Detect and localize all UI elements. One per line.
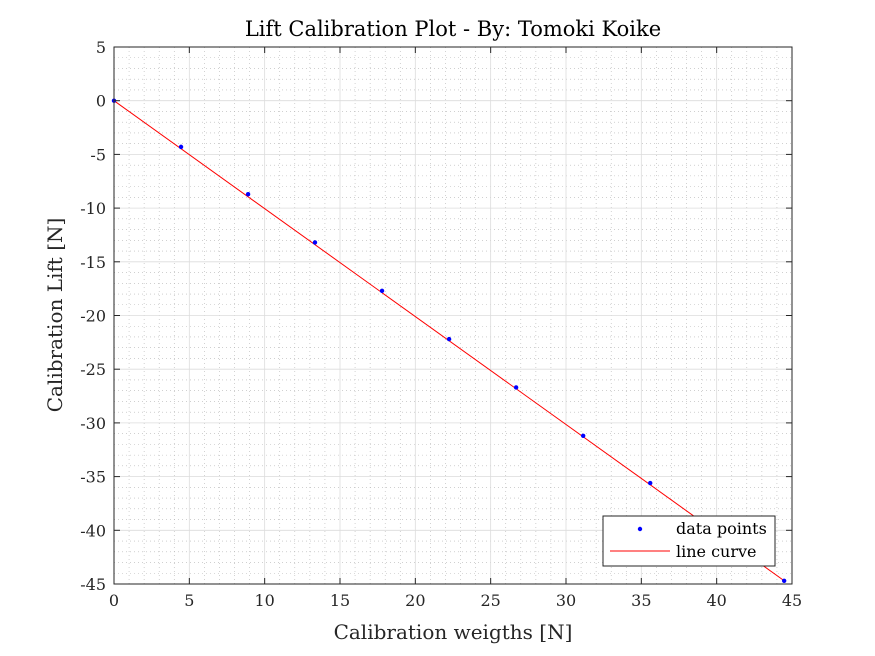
legend-box	[602, 515, 776, 567]
x-tick-label: 5	[184, 591, 194, 610]
y-tick-label: -45	[80, 575, 106, 594]
x-tick-label: 40	[706, 591, 726, 610]
y-tick-label: -15	[80, 253, 106, 272]
tick-labels: 0 5 10 15 20 25 30 35 40 4550-5-10-15-20-25-30-35…	[80, 38, 802, 610]
data-point	[781, 578, 787, 583]
y-tick-label: 0	[96, 92, 106, 111]
x-tick-label: 10	[254, 591, 274, 610]
data-point	[648, 480, 653, 486]
y-tick-label: -5	[90, 145, 106, 164]
data-point	[580, 433, 586, 438]
y-tick-label: -10	[80, 199, 106, 218]
data-point	[513, 385, 519, 390]
series-layer	[111, 98, 787, 583]
y-tick-label: -25	[80, 360, 106, 379]
data-point	[446, 336, 452, 342]
x-axis-label: Calibration weigths [N]	[334, 620, 573, 644]
y-tick-label: -40	[80, 521, 106, 540]
legend-label-data-points: data points	[676, 519, 767, 538]
legend: data points line curve	[602, 515, 776, 567]
y-axis-label: Calibration Lift [N]	[43, 218, 67, 413]
data-point	[379, 288, 385, 293]
x-tick-label: 35	[631, 591, 651, 610]
axis-ticks	[113, 46, 793, 585]
data-point	[312, 240, 318, 245]
x-tick-label: 20	[405, 591, 425, 610]
x-tick-label: 25	[480, 591, 500, 610]
x-tick-label: 45	[782, 591, 802, 610]
y-tick-label: -30	[80, 414, 106, 433]
data-point	[245, 191, 251, 197]
legend-marker-data-points	[637, 526, 643, 532]
y-tick-label: 5	[96, 38, 106, 57]
x-tick-label: 0	[109, 591, 119, 610]
y-tick-label: -20	[80, 307, 106, 326]
y-tick-label: -35	[80, 468, 106, 487]
data-point	[178, 144, 184, 150]
chart-title: Lift Calibration Plot - By: Tomoki Koike	[245, 17, 661, 41]
x-tick-label: 15	[330, 591, 350, 610]
legend-label-line-curve: line curve	[676, 542, 757, 561]
x-tick-label: 30	[556, 591, 576, 610]
